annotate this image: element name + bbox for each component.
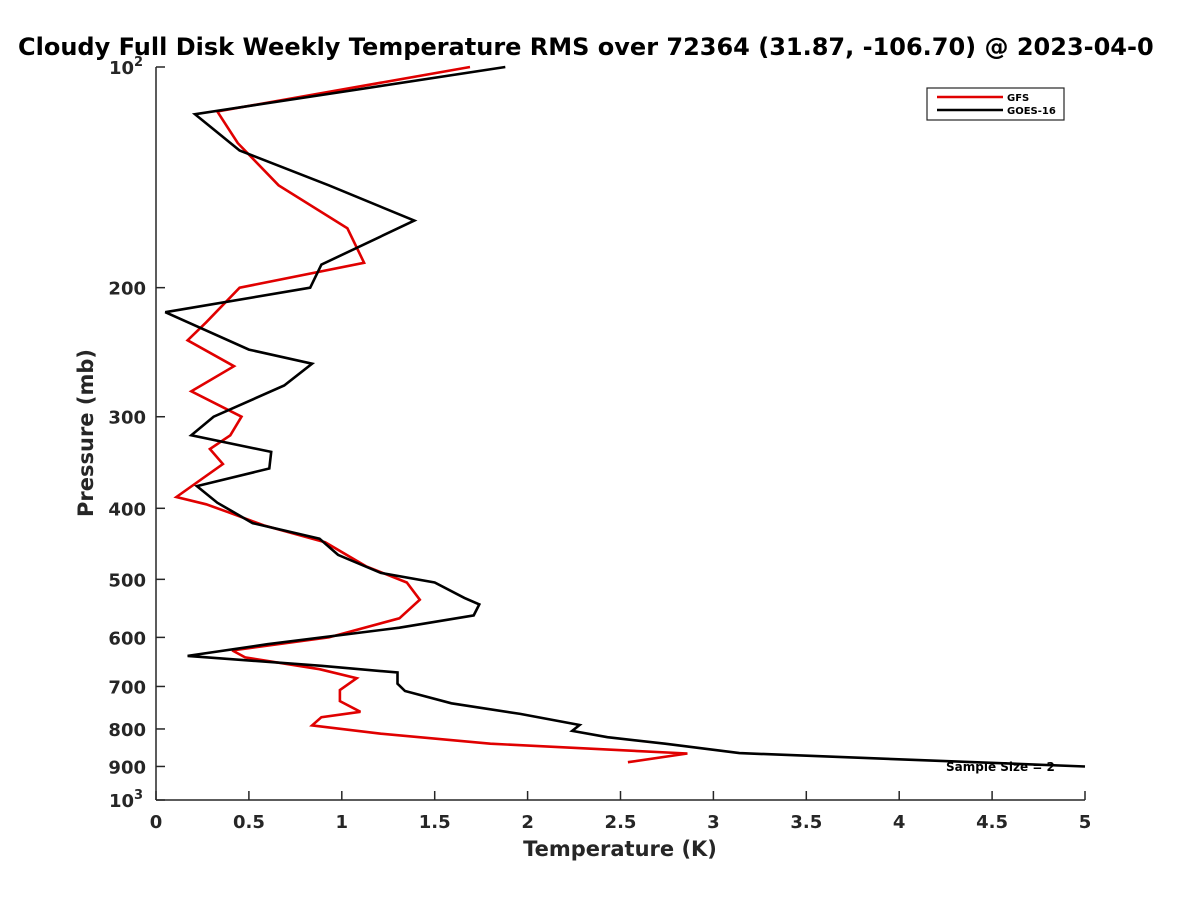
y-tick-label: 600 [108,628,146,649]
y-tick-label: 10 [109,58,134,79]
x-tick-label: 1 [336,812,349,833]
x-tick-label: 2.5 [605,812,637,833]
x-tick-label: 1.5 [419,812,451,833]
x-tick-label: 0.5 [233,812,265,833]
x-tick-label: 2 [521,812,534,833]
plot-area [155,67,1085,801]
sample-size-annotation: Sample Size = 2 [946,760,1055,774]
legend-label-goes16: GOES-16 [1007,106,1056,117]
legend: GFS GOES-16 [926,87,1065,121]
y-tick-label: 300 [108,408,146,429]
y-tick-label: 200 [108,279,146,300]
x-tick-label: 4.5 [976,812,1008,833]
x-tick-label: 0 [150,812,163,833]
series-line-gfs [173,65,688,764]
y-tick-label: 800 [108,720,146,741]
x-axis-label: Temperature (K) [523,837,717,861]
x-tick-label: 5 [1079,812,1092,833]
y-tick-exponent: 3 [134,788,143,803]
x-tick-label: 3 [707,812,720,833]
series-lines [164,65,1086,768]
y-tick-label: 700 [108,677,146,698]
legend-label-gfs: GFS [1007,93,1029,104]
y-tick-exponent: 2 [134,55,143,70]
x-tick-label: 3.5 [790,812,822,833]
y-tick-label: 500 [108,570,146,591]
x-tick-label: 4 [893,812,906,833]
y-tick-label: 10 [109,791,134,812]
y-tick-label: 400 [108,499,146,520]
y-axis-label: Pressure (mb) [74,349,98,517]
y-tick-label: 900 [108,757,146,778]
x-ticks: 0 0.5 1 1.5 2 2.5 3 3.5 4 4.5 5 [150,791,1092,833]
legend-box [926,87,1065,121]
series-line-goes16 [164,65,1086,768]
chart-title: Cloudy Full Disk Weekly Temperature RMS … [18,33,1154,61]
